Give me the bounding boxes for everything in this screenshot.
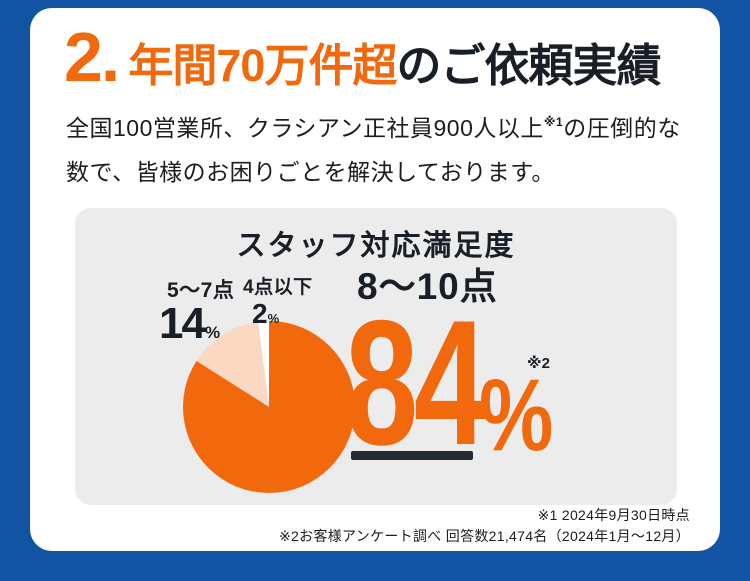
slice-label-5-7: 5〜7点 — [167, 279, 235, 302]
slice-value-5-7: 14% — [159, 302, 220, 346]
heading-number: 2. — [64, 18, 120, 96]
section-heading: 2. 年間70万件超 のご依頼実績 — [64, 18, 661, 96]
underline-accent — [351, 451, 473, 460]
footnote-1: ※1 2024年9月30日時点 — [537, 507, 690, 523]
heading-rest: のご依頼実績 — [396, 40, 661, 91]
footnote-2: ※2お客様アンケート調べ 回答数21,474名（2024年1月〜12月） — [279, 528, 690, 544]
intro-line2: 数で、皆様のお困りごとを解決しております。 — [66, 159, 555, 185]
section-card: 2. 年間70万件超 のご依頼実績 全国100営業所、クラシアン正社員900人以… — [30, 8, 720, 551]
heading-highlight: 年間70万件超 — [128, 40, 397, 91]
slice-value-8-10-number: 84 — [345, 283, 487, 482]
slice-label-8-10: 8〜10点 — [357, 266, 498, 307]
satisfaction-chart-panel: スタッフ対応満足度 5〜7点 14% 4点以下 2% 8〜10点 84 % ※2 — [75, 208, 677, 505]
slice-value-5-7-number: 14 — [159, 299, 206, 348]
intro-text: 全国100営業所、クラシアン正社員900人以上※1の圧倒的な 数で、皆様のお困りご… — [66, 108, 681, 192]
slice-value-8-10-unit: % — [479, 357, 554, 472]
slice-value-4-under: 2% — [252, 300, 279, 328]
intro-line1-after: の圧倒的な — [563, 115, 681, 141]
footnote-ref-2: ※2 — [527, 355, 550, 372]
pie-chart — [183, 321, 355, 493]
slice-value-8-10: 84 % — [345, 283, 570, 482]
slice-value-4-under-number: 2 — [252, 298, 268, 329]
slice-value-4-under-unit: % — [267, 311, 280, 326]
footnotes: ※1 2024年9月30日時点 ※2お客様アンケート調べ 回答数21,474名（… — [279, 505, 690, 547]
chart-title: スタッフ対応満足度 — [236, 230, 516, 262]
slice-label-4-under: 4点以下 — [243, 277, 313, 298]
slice-value-5-7-unit: % — [204, 323, 221, 342]
intro-line1-before: 全国100営業所、クラシアン正社員900人以上 — [66, 115, 544, 141]
footnote-ref-1: ※1 — [543, 115, 564, 129]
